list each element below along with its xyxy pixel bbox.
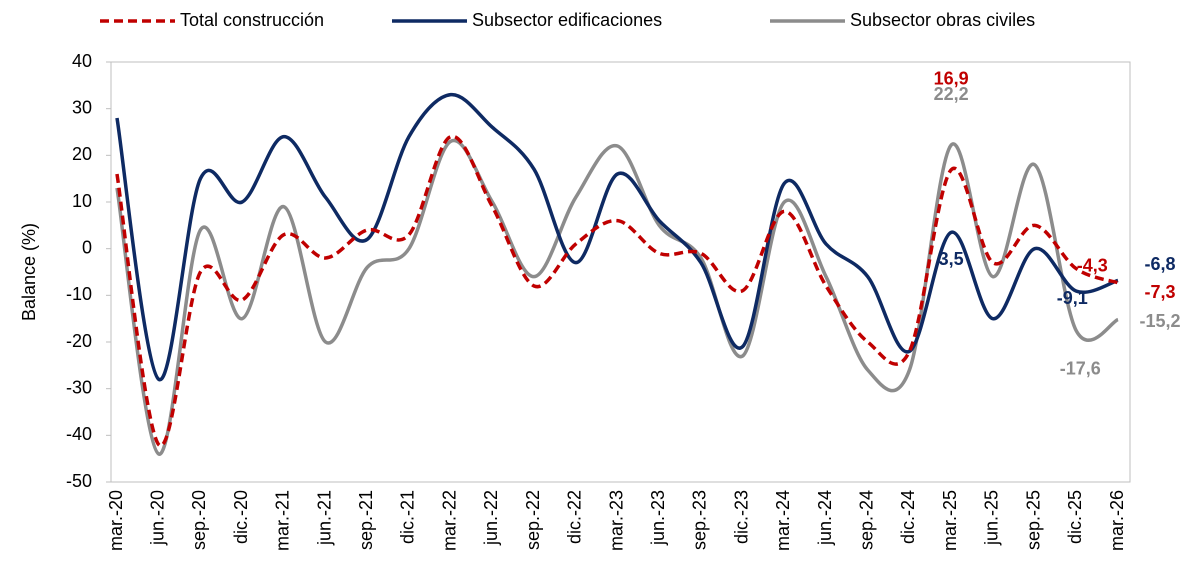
x-tick-label: sep.-21 [356,490,376,550]
x-tick-label: sep.-25 [1023,490,1043,550]
x-tick-label: mar.-23 [606,490,626,551]
x-tick-label: dic.-23 [731,490,751,544]
y-tick-label: 0 [82,237,92,257]
x-tick-label: sep.-23 [690,490,710,550]
x-tick-label: jun.-21 [314,490,334,546]
x-tick-label: mar.-21 [273,490,293,551]
legend-label: Subsector obras civiles [850,10,1035,30]
x-tick-label: mar.-26 [1107,490,1127,551]
data-label: -6,8 [1144,254,1175,274]
y-tick-label: 10 [72,191,92,211]
x-tick-label: mar.-24 [773,490,793,551]
x-tick-label: mar.-20 [106,490,126,551]
x-tick-label: jun.-25 [982,490,1002,546]
legend-label: Subsector edificaciones [472,10,662,30]
x-tick-label: jun.-22 [481,490,501,546]
series-line [115,138,1119,456]
y-tick-label: -30 [66,377,92,397]
data-label: 3,5 [939,249,964,269]
data-label: -15,2 [1139,311,1180,331]
x-tick-label: dic.-24 [898,490,918,544]
series-line [115,92,1119,382]
x-tick-label: dic.-22 [565,490,585,544]
data-label: -17,6 [1060,359,1101,379]
data-label: -4,3 [1077,255,1108,275]
x-tick-label: dic.-25 [1065,490,1085,544]
y-tick-label: -20 [66,331,92,351]
x-tick-label: sep.-22 [523,490,543,550]
data-label: 22,2 [934,84,969,104]
x-tick-label: dic.-20 [231,490,251,544]
x-tick-label: sep.-24 [857,490,877,550]
x-tick-label: jun.-23 [648,490,668,546]
data-label: -7,3 [1144,282,1175,302]
x-tick-label: jun.-24 [815,490,835,546]
legend-label: Total construcción [180,10,324,30]
y-tick-label: -10 [66,284,92,304]
y-tick-label: 40 [72,51,92,71]
plot-area [110,61,1131,483]
x-tick-label: sep.-20 [189,490,209,550]
data-label: 16,9 [934,69,969,89]
x-tick-label: mar.-25 [940,490,960,551]
y-tick-label: 30 [72,97,92,117]
data-label: -9,1 [1057,288,1088,308]
x-tick-label: dic.-21 [398,490,418,544]
x-tick-label: mar.-22 [439,490,459,551]
y-tick-label: -40 [66,424,92,444]
y-axis-label: Balance (%) [19,223,39,321]
y-tick-label: 20 [72,144,92,164]
x-tick-label: jun.-20 [147,490,167,546]
y-tick-label: -50 [66,471,92,491]
